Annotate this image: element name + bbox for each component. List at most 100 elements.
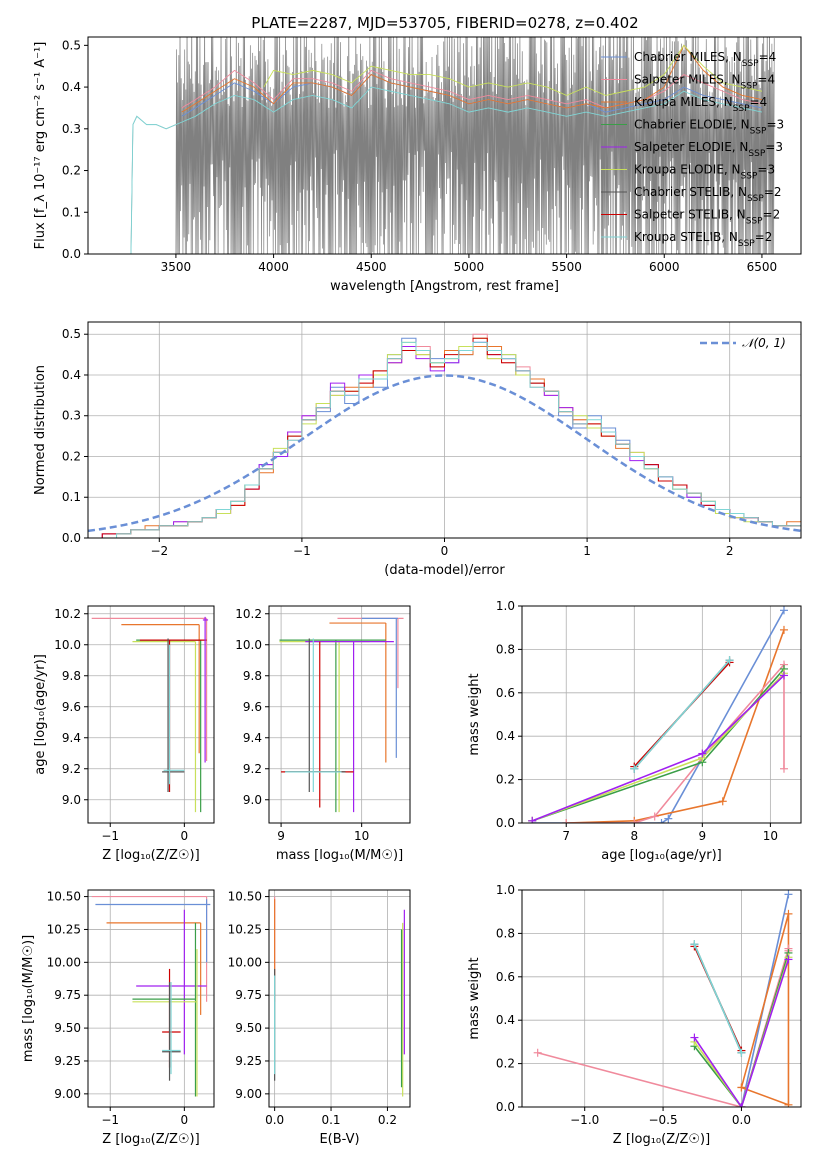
x-tick-label: 8: [630, 829, 638, 843]
weight-line-kroupa_miles: [566, 629, 785, 823]
y-tick-label: 0.6: [496, 686, 515, 700]
x-tick-label: 9: [699, 829, 707, 843]
x-tick-label: −1: [293, 544, 311, 558]
point-salpeter_elodie: [305, 641, 394, 813]
weight-marker: [630, 819, 639, 823]
y-axis-label: Flux [f_λ 10⁻¹⁷ erg cm⁻² s⁻¹ A⁻¹]: [33, 42, 48, 250]
ticks: −2 −1 0 1 2 0.0 0.1 0.2 0.3 0.4 0.5: [62, 327, 734, 558]
histogram-kroupa_stelib: [88, 341, 801, 538]
weight-marker: [779, 625, 788, 634]
weight-marker: [698, 749, 707, 758]
model-line-salpeter_miles: [181, 69, 763, 109]
x-axis-label: Z [log₁₀(Z/Z☉)]: [102, 848, 199, 863]
y-tick-label: 9.2: [243, 762, 262, 776]
model-line-kroupa_elodie: [263, 44, 763, 96]
point-salpeter_miles: [91, 617, 208, 761]
y-axis-label: mass weight: [467, 957, 482, 1039]
panel-mass-vs-Z: −1 0 9.00 9.25 9.50 9.75 10.00 10.25 10.50 Z [log…: [21, 889, 215, 1147]
axes-frame: [87, 36, 802, 255]
x-tick-label: 1: [583, 544, 591, 558]
weight-marker: [779, 671, 788, 680]
x-axis-label: Z [log₁₀(Z/Z☉)]: [613, 1132, 710, 1147]
y-tick-label: 0.0: [62, 247, 81, 261]
y-tick-label: 9.6: [62, 700, 81, 714]
axes-frame: [521, 605, 802, 824]
point-kroupa_miles: [329, 622, 387, 763]
weight-line-chabrier_miles: [532, 609, 785, 823]
x-tick-label: 0: [441, 544, 449, 558]
point-chabrier_stelib: [162, 638, 185, 792]
point-salpeter_stelib: [139, 639, 207, 792]
weight-marker: [690, 1033, 699, 1042]
flux-line: [117, 115, 177, 254]
plot-area: [88, 333, 801, 538]
x-tick-label: 0.1: [321, 1113, 340, 1127]
y-tick-label: 0.0: [496, 816, 515, 830]
x-tick-label: 7: [562, 829, 570, 843]
y-tick-label: 0.4: [62, 368, 81, 382]
y-tick-label: 0.5: [62, 38, 81, 52]
weight-line-kroupa_miles: [740, 913, 790, 1106]
y-tick-label: 10.0: [235, 638, 262, 652]
ticks: −1 0 9.0 9.2 9.4 9.6 9.8 10.0 10.2: [54, 607, 188, 843]
y-tick-label: 9.00: [235, 1087, 262, 1101]
point-kroupa_stelib: [162, 982, 181, 1075]
y-tick-label: 10.50: [228, 890, 262, 904]
x-tick-label: 6000: [649, 260, 680, 274]
weight-marker: [690, 940, 699, 949]
weight-marker: [718, 797, 727, 806]
weight-marker: [737, 1103, 746, 1107]
y-tick-label: 0.2: [496, 773, 515, 787]
y-tick-label: 10.2: [235, 607, 262, 621]
plot-area: [533, 890, 793, 1107]
weight-line-kroupa_stelib: [693, 943, 743, 1054]
weight-marker: [784, 1100, 793, 1107]
y-tick-label: 0.8: [496, 926, 515, 940]
weight-marker: [650, 812, 659, 821]
normal-curve: [88, 374, 801, 533]
x-axis-label: wavelength [Angstrom, rest frame]: [330, 279, 559, 294]
weight-line-salpeter_elodie: [693, 959, 790, 1107]
x-tick-label: 0.0: [265, 1113, 284, 1127]
y-tick-label: 0.6: [496, 970, 515, 984]
y-tick-label: 0.4: [496, 1013, 515, 1027]
model-line-kroupa_miles: [181, 44, 763, 113]
ticks: −1 0 9.00 9.25 9.50 9.75 10.00 10.25 10.50: [47, 890, 189, 1127]
panel-age-vs-mass: 9 10 9.0 9.2 9.4 9.6 9.8 10.0 10.2 mass [log₁₀(M/…: [235, 605, 411, 863]
point-chabrier_miles: [361, 617, 398, 758]
ticks: 9 10 9.0 9.2 9.4 9.6 9.8 10.0 10.2: [235, 607, 369, 843]
x-tick-label: −1: [101, 829, 119, 843]
y-tick-label: 9.00: [54, 1087, 81, 1101]
ticks: 3500 4000 4500 5000 5500 6000 6500 0.0 0.1 0.2 0.3…: [62, 38, 777, 274]
y-tick-label: 1.0: [496, 599, 515, 613]
ticks: 7 8 9 10 0.0 0.2 0.4 0.6 0.8 1.0: [496, 599, 778, 843]
y-tick-label: 9.25: [235, 1054, 262, 1068]
y-tick-label: 9.4: [243, 731, 262, 745]
y-tick-label: 0.4: [62, 80, 81, 94]
weight-line-chabrier_elodie: [693, 952, 790, 1107]
weight-marker: [725, 656, 734, 665]
x-tick-label: −2: [150, 544, 168, 558]
x-tick-label: 0.0: [732, 1113, 751, 1127]
weight-marker: [784, 909, 793, 918]
y-tick-label: 9.8: [243, 669, 262, 683]
y-tick-label: 0.0: [62, 531, 81, 545]
plot-area: [279, 617, 404, 813]
plot-area: [91, 895, 211, 1097]
panel-weight-vs-Z: −1.0 −0.5 0.0 0.0 0.2 0.4 0.6 0.8 1.0 Z [log₁₀(Z/…: [467, 883, 802, 1147]
y-tick-label: 10.00: [228, 955, 262, 969]
point-kroupa_miles: [106, 922, 202, 1015]
axes-frame: [268, 605, 411, 824]
y-tick-label: 0.2: [496, 1057, 515, 1071]
legend: 𝒩(0, 1): [700, 336, 786, 350]
weight-marker: [784, 955, 793, 964]
weight-line-kroupa_stelib: [633, 659, 731, 770]
point-kroupa_stelib: [285, 638, 342, 792]
x-tick-label: −1.0: [570, 1113, 599, 1127]
y-axis-label: age [log₁₀(age/yr)]: [33, 654, 48, 775]
y-tick-label: 10.2: [54, 607, 81, 621]
x-tick-label: 0: [181, 1113, 189, 1127]
weight-marker: [657, 819, 666, 823]
